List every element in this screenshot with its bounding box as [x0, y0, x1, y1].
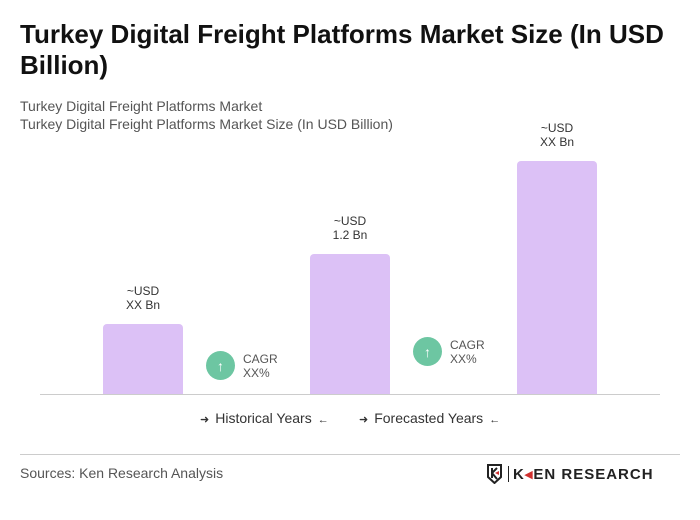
cagr-value: XX%: [450, 351, 477, 366]
bar-1: [103, 324, 183, 394]
bar-3: [517, 160, 597, 394]
bar-2: [310, 254, 390, 394]
page-title: Turkey Digital Freight Platforms Market …: [20, 19, 664, 80]
cagr-badge-2: ↑ CAGR XX%: [413, 337, 485, 366]
logo-text: K◂EN RESEARCH: [513, 466, 654, 483]
data-label-1: ~USD XX Bn: [83, 284, 203, 312]
arrow-right-icon: ➜: [200, 414, 210, 426]
arrow-up-icon: ↑: [206, 351, 235, 380]
cagr-value: XX%: [243, 365, 270, 380]
data-label-3: ~USD XX Bn: [497, 121, 617, 149]
data-label-2: ~USD 1.2 Bn: [290, 214, 410, 242]
logo-icon: [487, 464, 502, 484]
data-label-line: 1.2 Bn: [332, 228, 368, 242]
arrow-left-icon: ←: [317, 414, 329, 426]
cagr-label: CAGR: [450, 337, 485, 352]
cagr-badge-1: ↑ CAGR XX%: [206, 351, 278, 380]
data-label-line: ~USD: [333, 214, 367, 228]
arrow-right-icon: ➜: [359, 414, 369, 426]
legend-forecasted: ➜ Forecasted Years ←: [359, 410, 506, 426]
cagr-label: CAGR: [243, 351, 278, 366]
data-label-line: XX Bn: [539, 134, 575, 149]
footer-divider: [20, 454, 680, 455]
data-label-line: ~USD: [540, 120, 574, 135]
data-label-line: XX Bn: [125, 298, 161, 312]
legend-label: Historical Years: [215, 410, 312, 426]
subtitle-2: Turkey Digital Freight Platforms Market …: [20, 116, 393, 132]
subtitle: Turkey Digital Freight Platforms Market: [20, 98, 263, 114]
x-axis-line: [40, 394, 660, 395]
data-label-line: ~USD: [126, 284, 160, 298]
ken-research-logo: K◂EN RESEARCH: [486, 464, 654, 484]
arrow-up-icon: ↑: [413, 337, 442, 366]
legend-label: Forecasted Years: [374, 410, 484, 426]
legend-historical: ➜ Historical Years ←: [200, 410, 335, 426]
arrow-left-icon: ←: [489, 414, 501, 426]
sources: Sources: Ken Research Analysis: [20, 465, 224, 481]
